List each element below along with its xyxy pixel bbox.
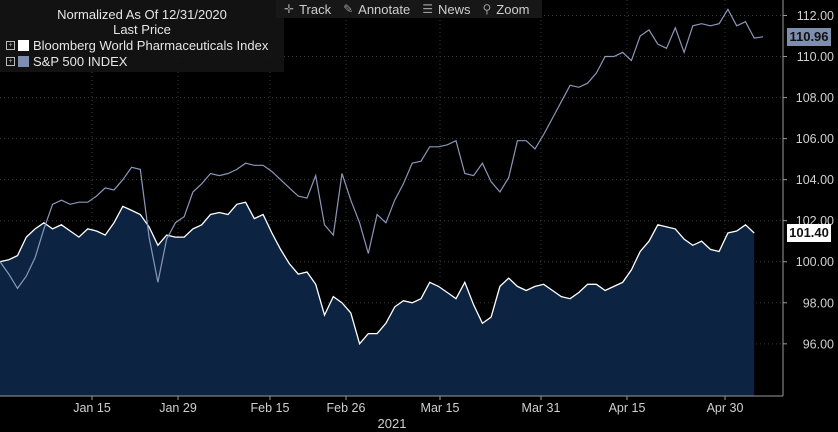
y-tick-label: 96.00 bbox=[803, 337, 834, 351]
legend-item-sp500[interactable]: + S&P 500 INDEX bbox=[6, 54, 284, 69]
magnifier-icon: ⚲ bbox=[482, 2, 492, 16]
track-button[interactable]: ✛ Track bbox=[284, 2, 331, 17]
crosshair-icon: ✛ bbox=[284, 2, 295, 16]
pharma-area-fill bbox=[0, 202, 755, 396]
pharma-swatch bbox=[18, 40, 29, 51]
y-tick-label: 112.00 bbox=[797, 9, 834, 23]
x-tick-label: Mar 15 bbox=[421, 401, 460, 415]
y-tick-label: 100.00 bbox=[796, 255, 834, 269]
x-tick-label: Apr 30 bbox=[707, 401, 744, 415]
news-label: News bbox=[437, 1, 471, 17]
sp500-series-line bbox=[0, 8, 764, 290]
x-axis-label: 2021 bbox=[378, 416, 407, 431]
annotate-label: Annotate bbox=[358, 1, 411, 17]
sp500-swatch bbox=[18, 56, 29, 67]
news-button[interactable]: ☰ News bbox=[422, 2, 470, 17]
y-tick-label: 106.00 bbox=[796, 132, 834, 146]
x-tick-label: Feb 26 bbox=[327, 401, 366, 415]
y-axis-ticks: 96.0098.00100.00102.00104.00106.00108.00… bbox=[783, 9, 834, 351]
news-icon: ☰ bbox=[422, 2, 433, 16]
y-tick-label: 108.00 bbox=[796, 91, 834, 105]
expand-plus-icon[interactable]: + bbox=[6, 41, 15, 50]
legend-subtitle: Last Price bbox=[113, 22, 171, 37]
legend-label-sp500: S&P 500 INDEX bbox=[33, 54, 128, 69]
x-tick-label: Jan 29 bbox=[159, 401, 197, 415]
y-tick-label: 110.00 bbox=[797, 50, 834, 64]
legend-item-pharma[interactable]: + Bloomberg World Pharmaceuticals Index bbox=[6, 38, 284, 53]
annotate-button[interactable]: ✎ Annotate bbox=[343, 2, 410, 17]
x-axis-ticks: Jan 15 Jan 29 Feb 15 Feb 26 Mar 15 Mar 31 Apr … bbox=[73, 396, 743, 415]
pharma-last-value-tag: 101.40 bbox=[787, 224, 831, 242]
track-label: Track bbox=[299, 1, 332, 17]
chart-legend: Normalized As Of 12/31/2020 Last Price +… bbox=[0, 0, 284, 72]
sp500-last-value-tag: 110.96 bbox=[787, 27, 831, 46]
y-tick-label: 98.00 bbox=[803, 296, 834, 310]
pharma-series-line bbox=[0, 201, 755, 346]
chart-toolbar: ✛ Track ✎ Annotate ☰ News ⚲ Zoom bbox=[276, 0, 542, 18]
zoom-label: Zoom bbox=[496, 1, 530, 17]
x-tick-label: Jan 15 bbox=[73, 401, 111, 415]
legend-title: Normalized As Of 12/31/2020 bbox=[57, 7, 227, 22]
legend-label-pharma: Bloomberg World Pharmaceuticals Index bbox=[33, 38, 269, 53]
expand-plus-icon[interactable]: + bbox=[6, 57, 15, 66]
zoom-button[interactable]: ⚲ Zoom bbox=[482, 2, 529, 17]
x-tick-label: Apr 15 bbox=[609, 401, 646, 415]
x-tick-label: Mar 31 bbox=[522, 401, 561, 415]
x-tick-label: Feb 15 bbox=[251, 401, 290, 415]
y-tick-label: 104.00 bbox=[796, 173, 834, 187]
pencil-icon: ✎ bbox=[343, 2, 354, 16]
